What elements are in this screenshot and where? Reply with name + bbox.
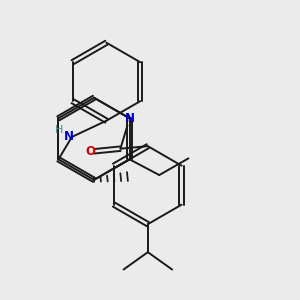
Text: N: N [124,112,135,125]
Text: H: H [55,125,63,135]
Text: N: N [64,130,74,143]
Text: O: O [85,145,95,158]
